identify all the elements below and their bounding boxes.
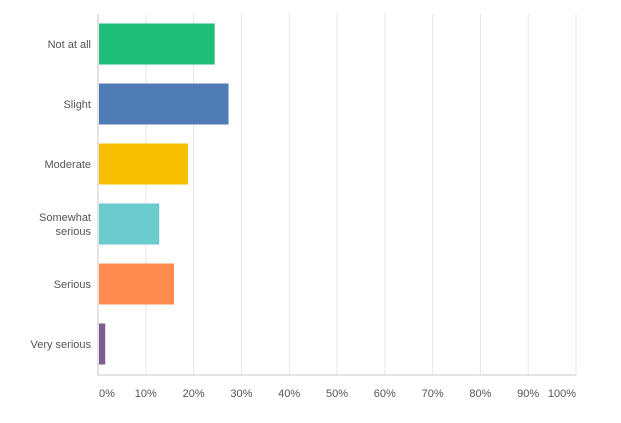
x-tick-label: 80% (469, 388, 491, 400)
x-tick-label: 90% (517, 388, 539, 400)
x-tick-label: 70% (422, 388, 444, 400)
x-tick-label: 20% (183, 388, 205, 400)
grid-lines (145, 14, 577, 375)
bar (99, 23, 215, 65)
x-tick-label: 30% (230, 388, 252, 400)
category-label: serious (56, 226, 92, 238)
x-tick-label: 0% (99, 388, 115, 400)
bar (99, 143, 188, 185)
bar (99, 263, 175, 305)
x-tick-label: 50% (326, 388, 348, 400)
bars (99, 23, 229, 365)
axes (97, 14, 576, 376)
x-tick-labels: 0% 10% 20% 30% 40% 50% 60% 70% 80% 90% 100% (99, 388, 576, 400)
category-label: Not at all (48, 39, 91, 51)
category-label: Slight (63, 99, 91, 111)
bar (99, 83, 229, 125)
bar (99, 203, 160, 245)
category-label: Moderate (45, 159, 91, 171)
category-label: Somewhat (39, 212, 91, 224)
x-tick-label: 40% (278, 388, 300, 400)
category-labels: Not at all Slight Moderate Somewhat serious S… (30, 39, 91, 351)
x-tick-label: 10% (135, 388, 157, 400)
x-tick-label: 100% (548, 388, 576, 400)
category-label: Serious (54, 279, 92, 291)
x-tick-label: 60% (374, 388, 396, 400)
bar (99, 323, 106, 365)
category-label: Very serious (30, 339, 91, 351)
